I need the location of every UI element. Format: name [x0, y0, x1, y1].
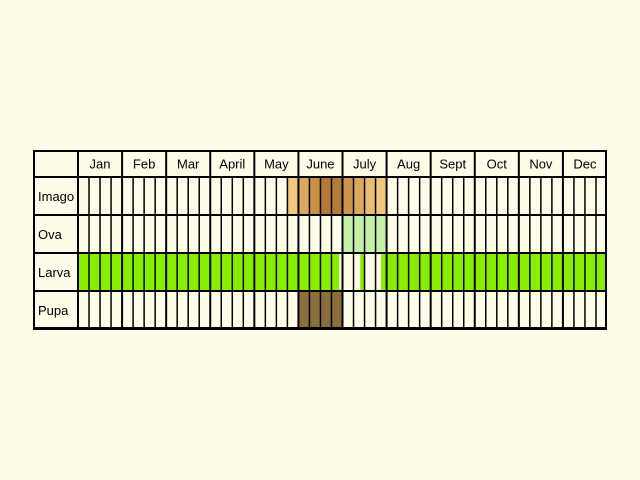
month-label: Aug [397, 157, 420, 172]
period-bar-imago-6 [364, 178, 376, 214]
month-label: Sept [439, 157, 466, 172]
period-bar-imago-7 [375, 178, 387, 214]
month-label: Feb [133, 157, 155, 172]
stage-label: Ova [38, 227, 63, 242]
period-bar-imago-2 [309, 178, 321, 214]
period-bar-imago-0 [287, 178, 299, 214]
period-bar-imago-4 [342, 178, 354, 214]
month-label: June [306, 157, 334, 172]
month-label: Oct [487, 157, 508, 172]
stage-label: Larva [38, 265, 71, 280]
stage-label: Imago [38, 189, 74, 204]
period-bar-imago-5 [353, 178, 365, 214]
stage-label: Pupa [38, 303, 69, 318]
month-label: May [264, 157, 289, 172]
month-label: Nov [529, 157, 553, 172]
month-label: Jan [90, 157, 111, 172]
life-cycle-table: Jan Feb Mar April May June July Aug Sept Oct Nov De… [33, 150, 607, 330]
period-bar-larva-1 [360, 254, 365, 290]
period-bar-imago-1 [298, 178, 310, 214]
month-label: July [353, 157, 377, 172]
life-cycle-chart: Jan Feb Mar April May June July Aug Sept Oct Nov De… [33, 150, 607, 330]
month-label: Mar [177, 157, 200, 172]
month-label: April [219, 157, 245, 172]
month-label: Dec [573, 157, 597, 172]
period-bar-larva-2 [381, 254, 607, 290]
table-border [33, 150, 607, 329]
period-bar-larva-0 [78, 254, 340, 290]
